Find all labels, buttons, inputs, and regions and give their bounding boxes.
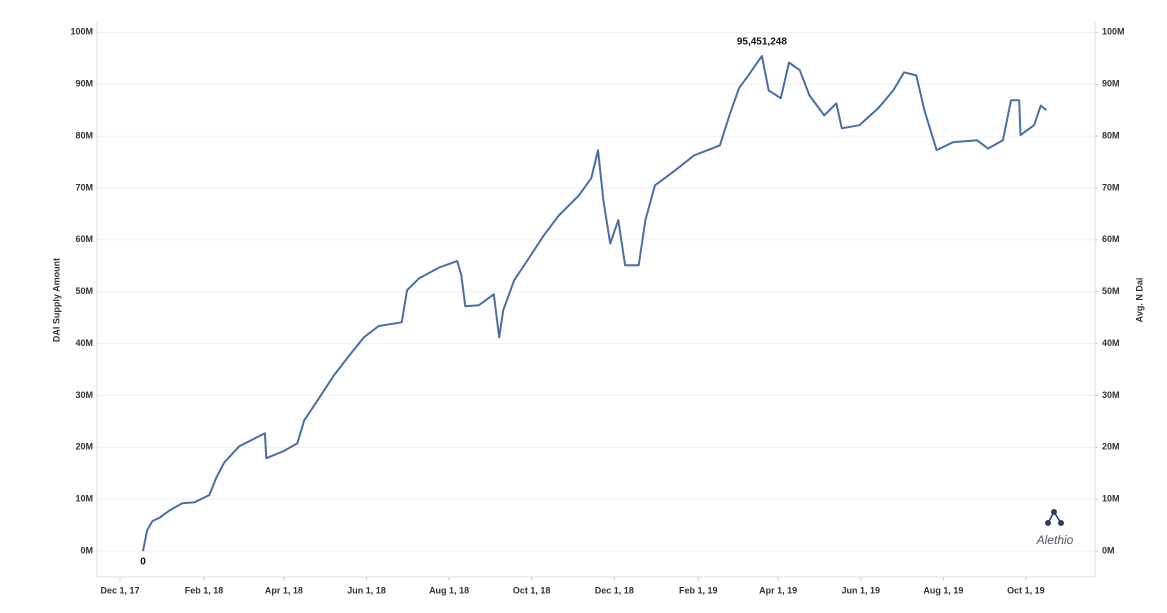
y-tick-label: 60M bbox=[75, 234, 93, 244]
logo: Alethio bbox=[1036, 509, 1074, 547]
y2-tick-label: 60M bbox=[1102, 234, 1120, 244]
watermark: Alethio bbox=[1036, 533, 1074, 547]
x-tick-label: Dec 1, 17 bbox=[101, 585, 140, 595]
y-tick-label: 50M bbox=[75, 286, 93, 296]
y2-tick-label: 80M bbox=[1102, 130, 1120, 140]
y2-tick-label: 70M bbox=[1102, 182, 1120, 192]
y-tick-label: 40M bbox=[75, 338, 93, 348]
y-tick-label: 0M bbox=[80, 545, 93, 555]
y-tick-label: 30M bbox=[75, 390, 93, 400]
x-tick-label: Aug 1, 18 bbox=[429, 585, 469, 595]
x-tick-label: Apr 1, 18 bbox=[265, 585, 303, 595]
y-axis-label: DAI Supply Amount bbox=[51, 258, 61, 342]
y2-tick-label: 40M bbox=[1102, 338, 1120, 348]
y-tick-label: 90M bbox=[75, 79, 93, 89]
y2-tick-label: 90M bbox=[1102, 79, 1120, 89]
y-tick-label: 100M bbox=[70, 27, 93, 37]
x-tick-label: Dec 1, 18 bbox=[595, 585, 634, 595]
x-tick-label: Jun 1, 18 bbox=[347, 585, 386, 595]
x-tick-label: Feb 1, 19 bbox=[679, 585, 718, 595]
y-tick-label: 10M bbox=[75, 494, 93, 504]
y2-tick-label: 10M bbox=[1102, 494, 1120, 504]
x-tick-label: Jun 1, 19 bbox=[841, 585, 880, 595]
x-tick-label: Aug 1, 19 bbox=[923, 585, 963, 595]
y-tick-label: 70M bbox=[75, 182, 93, 192]
y2-tick-label: 0M bbox=[1102, 545, 1115, 555]
data-label: 0 bbox=[140, 557, 146, 568]
y-tick-label: 20M bbox=[75, 442, 93, 452]
y2-tick-label: 20M bbox=[1102, 442, 1120, 452]
x-tick-label: Apr 1, 19 bbox=[759, 585, 797, 595]
y2-axis-label: Avg. N Dai bbox=[1134, 278, 1144, 323]
x-tick-label: Feb 1, 18 bbox=[185, 585, 224, 595]
x-tick-label: Oct 1, 19 bbox=[1007, 585, 1045, 595]
y2-tick-label: 30M bbox=[1102, 390, 1120, 400]
y-tick-label: 80M bbox=[75, 130, 93, 140]
y2-tick-label: 50M bbox=[1102, 286, 1120, 296]
y2-tick-label: 100M bbox=[1102, 27, 1125, 37]
x-tick-label: Oct 1, 18 bbox=[513, 585, 551, 595]
line-series bbox=[142, 55, 1047, 552]
data-label: 95,451,248 bbox=[737, 37, 787, 48]
